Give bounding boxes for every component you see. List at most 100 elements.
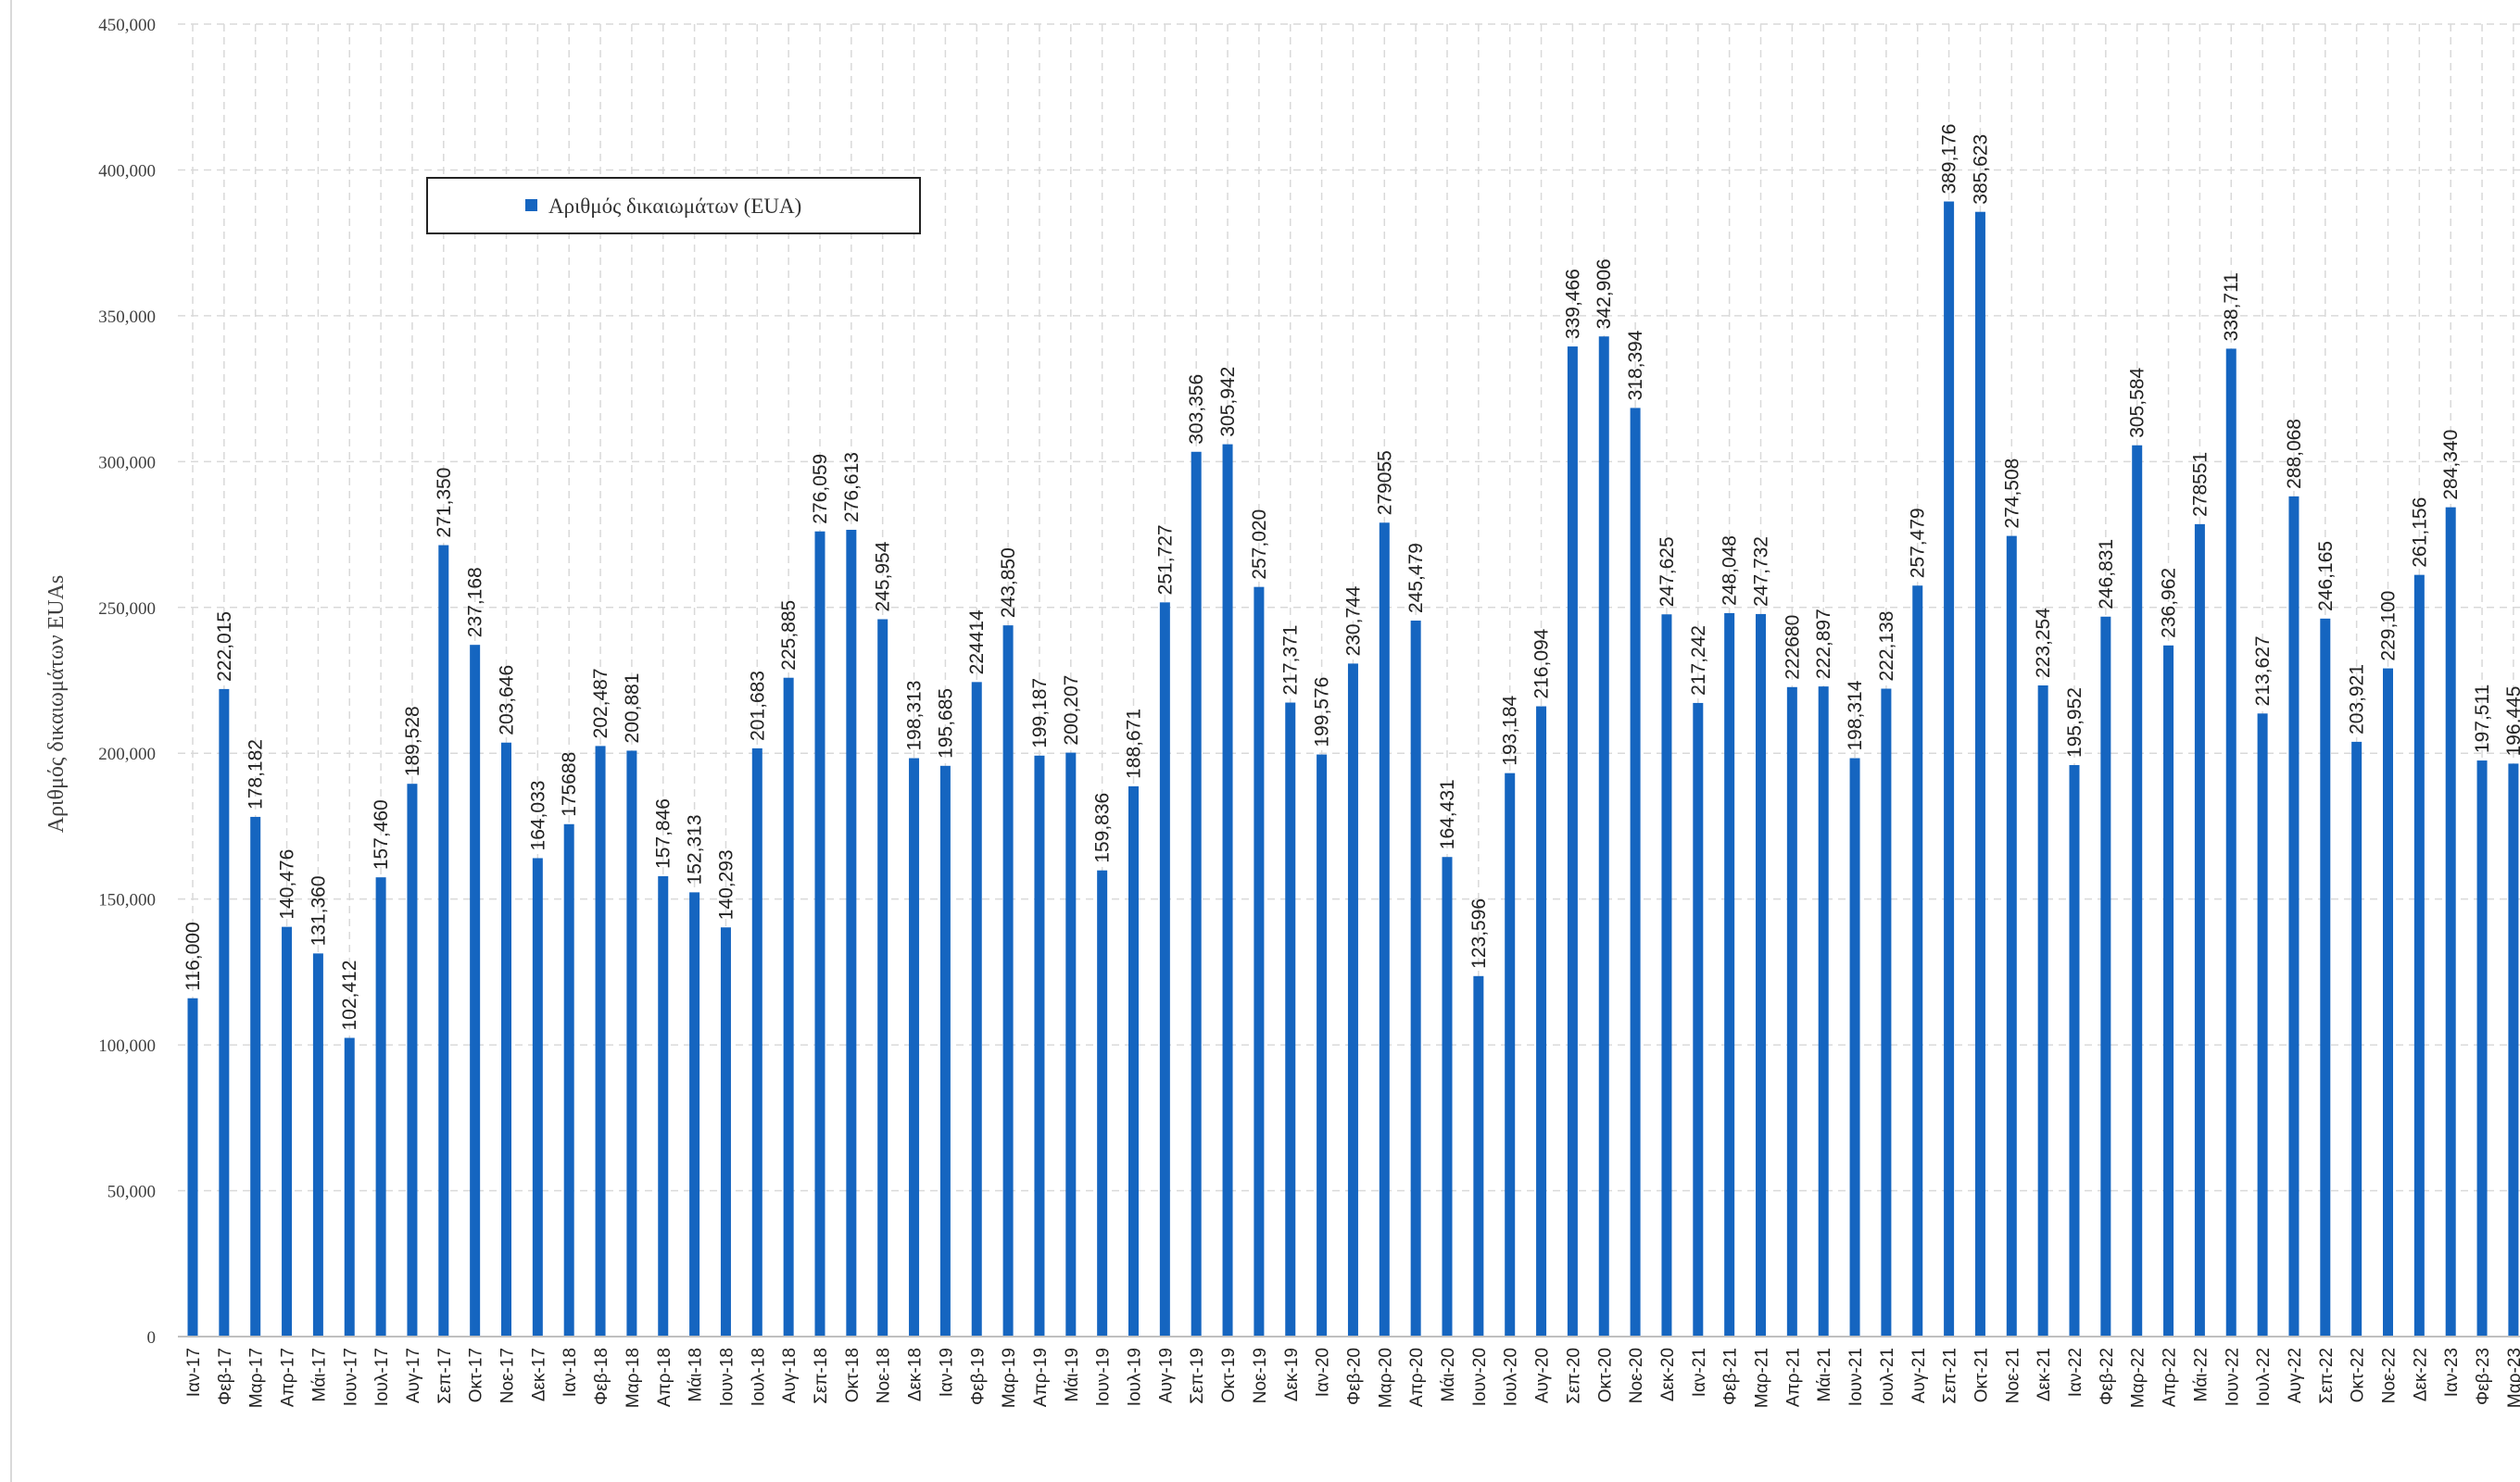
legend-label: Αριθμός δικαιωμάτων (EUA) bbox=[548, 195, 801, 218]
data-label: 236,962 bbox=[2159, 568, 2180, 638]
x-tick-label: Νοε-22 bbox=[2380, 1348, 2400, 1403]
bar bbox=[1191, 451, 1202, 1338]
bar bbox=[1724, 612, 1735, 1337]
y-tick-label: 100,000 bbox=[98, 1036, 156, 1056]
bar bbox=[407, 784, 418, 1337]
bar bbox=[312, 953, 323, 1337]
bar bbox=[1849, 758, 1860, 1337]
bar bbox=[1159, 602, 1170, 1337]
data-label: 389,176 bbox=[1939, 124, 1960, 195]
bar bbox=[2006, 535, 2017, 1337]
y-tick-label: 350,000 bbox=[98, 308, 156, 327]
data-label: 276,059 bbox=[810, 454, 831, 524]
x-tick-label: Ιαν-20 bbox=[1314, 1348, 1333, 1397]
x-tick-label: Οκτ-20 bbox=[1595, 1348, 1615, 1402]
bar bbox=[1002, 625, 1014, 1337]
bar bbox=[1379, 522, 1390, 1337]
data-label: 279055 bbox=[1374, 450, 1395, 515]
bar bbox=[1630, 408, 1641, 1337]
data-label: 203,646 bbox=[497, 665, 518, 735]
bar bbox=[846, 529, 857, 1337]
data-label: 123,596 bbox=[1468, 898, 1490, 969]
data-label: 213,627 bbox=[2252, 635, 2274, 706]
x-tick-label: Ιαν-19 bbox=[937, 1348, 956, 1397]
x-tick-label: Ιαν-17 bbox=[184, 1348, 204, 1397]
data-label: 195,685 bbox=[935, 688, 956, 759]
bar bbox=[375, 877, 386, 1337]
bar bbox=[2445, 507, 2456, 1337]
data-label: 217,371 bbox=[1280, 625, 1302, 696]
bar bbox=[1974, 211, 1985, 1337]
y-tick-label: 300,000 bbox=[98, 453, 156, 472]
x-tick-label: Μάι-21 bbox=[1815, 1348, 1834, 1402]
x-tick-label: Φεβ-23 bbox=[2474, 1348, 2493, 1405]
data-label: 159,836 bbox=[1092, 793, 1114, 863]
data-label: 157,460 bbox=[371, 799, 392, 870]
x-tick-label: Αυγ-20 bbox=[1533, 1348, 1553, 1403]
x-tick-label: Απρ-17 bbox=[279, 1348, 298, 1407]
data-label: 140,476 bbox=[277, 849, 298, 920]
x-tick-label: Οκτ-21 bbox=[1972, 1348, 1991, 1402]
bar bbox=[501, 742, 511, 1337]
x-tick-label: Μάι-20 bbox=[1439, 1348, 1458, 1402]
bar bbox=[1693, 702, 1704, 1337]
x-tick-label: Ιουν-20 bbox=[1470, 1348, 1490, 1406]
x-tick-label: Σεπ-21 bbox=[1941, 1348, 1960, 1404]
bar bbox=[1818, 686, 1829, 1337]
data-label: 278551 bbox=[2189, 452, 2211, 517]
bar bbox=[1128, 785, 1139, 1337]
y-tick-label: 400,000 bbox=[98, 161, 156, 181]
x-tick-label: Μάι-22 bbox=[2191, 1348, 2211, 1402]
data-label: 224414 bbox=[966, 609, 988, 674]
bar bbox=[720, 927, 731, 1337]
data-label: 164,033 bbox=[527, 781, 548, 851]
bar bbox=[1567, 346, 1578, 1337]
data-label: 152,313 bbox=[685, 814, 706, 885]
x-tick-label: Ιουλ-22 bbox=[2254, 1348, 2274, 1406]
x-tick-label: Μαρ-19 bbox=[1000, 1348, 1019, 1408]
x-tick-label: Ιουν-17 bbox=[341, 1348, 360, 1406]
bar bbox=[1442, 857, 1453, 1337]
bar bbox=[1317, 754, 1328, 1337]
x-tick-label: Ιαν-18 bbox=[561, 1348, 580, 1397]
bar bbox=[2037, 684, 2048, 1337]
bar bbox=[877, 619, 888, 1337]
bar bbox=[939, 765, 951, 1337]
bar bbox=[1756, 613, 1766, 1337]
data-label: 257,479 bbox=[1908, 508, 1929, 578]
bar bbox=[219, 688, 230, 1337]
y-axis-ticks: 0 50,000 100,000 150,000 200,000 250,000 300,0… bbox=[98, 16, 156, 1348]
data-label: 257,020 bbox=[1249, 509, 1270, 580]
bar bbox=[2288, 496, 2300, 1337]
x-tick-label: Δεκ-17 bbox=[529, 1348, 548, 1401]
data-label: 248,048 bbox=[1720, 535, 1741, 606]
x-tick-label: Φεβ-19 bbox=[968, 1348, 988, 1405]
bar bbox=[2132, 445, 2143, 1337]
bar bbox=[2225, 348, 2236, 1337]
data-label: 200,207 bbox=[1061, 675, 1082, 746]
data-label: 202,487 bbox=[590, 668, 611, 738]
bar bbox=[1473, 975, 1484, 1337]
x-tick-label: Φεβ-17 bbox=[216, 1348, 235, 1405]
x-tick-label: Ιουλ-17 bbox=[372, 1348, 392, 1406]
data-label: 271,350 bbox=[434, 468, 455, 538]
x-tick-label: Απρ-19 bbox=[1031, 1348, 1051, 1407]
x-tick-label: Ιουν-19 bbox=[1094, 1348, 1114, 1406]
data-label: 245,479 bbox=[1405, 543, 1427, 613]
bar bbox=[2508, 763, 2519, 1337]
y-tick-label: 50,000 bbox=[107, 1183, 156, 1202]
data-label: 197,511 bbox=[2472, 684, 2493, 753]
x-axis-ticks: Ιαν-17 Φεβ-17 Μαρ-17 Απρ-17 Μάι-17 Ιουν-17 Ιου… bbox=[184, 1348, 2520, 1408]
data-label: 195,952 bbox=[2064, 687, 2085, 758]
x-tick-label: Μάι-17 bbox=[309, 1348, 329, 1402]
bar bbox=[1097, 870, 1108, 1337]
bar bbox=[1912, 585, 1923, 1337]
data-label: 222,897 bbox=[1813, 609, 1834, 679]
bar bbox=[1661, 614, 1672, 1337]
bar bbox=[1410, 621, 1421, 1337]
data-label: 247,625 bbox=[1657, 536, 1678, 607]
x-tick-label: Νοε-20 bbox=[1627, 1348, 1646, 1403]
bar bbox=[2194, 523, 2205, 1337]
y-axis-label: Αριθμός δικαιωμάτων EUAs bbox=[44, 575, 69, 834]
